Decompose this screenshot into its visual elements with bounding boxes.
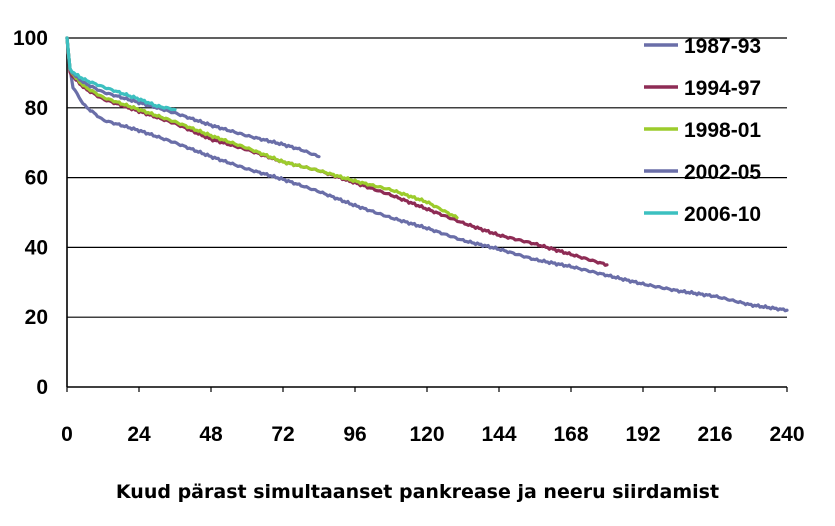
x-tick-label: 24: [127, 423, 151, 446]
y-tick-label: 100: [13, 27, 48, 50]
x-tick-label: 240: [769, 423, 804, 446]
y-tick-label: 40: [25, 236, 48, 259]
legend-item: 1987-93: [644, 35, 761, 58]
y-tick-label: 80: [25, 97, 48, 120]
x-tick-label: 216: [697, 423, 732, 446]
x-tick-label: 72: [271, 423, 294, 446]
y-tick-label: 60: [25, 167, 48, 190]
legend-item: 1994-97: [644, 77, 761, 100]
series-line-1987-93: [65, 36, 789, 313]
axes: [66, 38, 787, 388]
gridlines: [67, 37, 787, 318]
legend-label: 2006-10: [684, 203, 761, 226]
series-line-1998-01: [65, 36, 459, 220]
legend-label: 1998-01: [684, 119, 761, 142]
legend-item: 2002-05: [644, 161, 761, 184]
legend-item: 1998-01: [644, 119, 761, 142]
legend-item: 2006-10: [644, 203, 761, 226]
x-axis-ticks: 0 24 48 72 96 120 144 168 192 216 240: [61, 387, 805, 446]
x-tick-label: 120: [409, 423, 444, 446]
series-line-2006-10: [65, 36, 177, 112]
x-axis-label: Kuud pärast simultaanset pankrease ja ne…: [115, 481, 720, 503]
series-line-1994-97: [65, 36, 609, 267]
legend: 1987-93 1994-97 1998-01 2002-05 2006-10: [644, 35, 761, 226]
x-tick-label: 168: [553, 423, 588, 446]
x-tick-label: 192: [625, 423, 660, 446]
legend-label: 2002-05: [684, 161, 761, 184]
x-tick-label: 144: [481, 423, 516, 446]
x-tick-label: 96: [343, 423, 366, 446]
line-chart: 0 20 40 60 80 100 0 24 48 72 96 120 144 168 192 216 240…: [13, 27, 805, 446]
series-line-2002-05: [65, 36, 321, 159]
y-axis-ticks: 0 20 40 60 80 100: [13, 27, 48, 399]
y-tick-label: 20: [25, 306, 48, 329]
y-tick-label: 0: [36, 376, 48, 399]
x-tick-label: 0: [61, 423, 73, 446]
series-lines: [65, 36, 789, 313]
legend-label: 1987-93: [684, 35, 761, 58]
x-tick-label: 48: [199, 423, 223, 446]
legend-label: 1994-97: [684, 77, 761, 100]
